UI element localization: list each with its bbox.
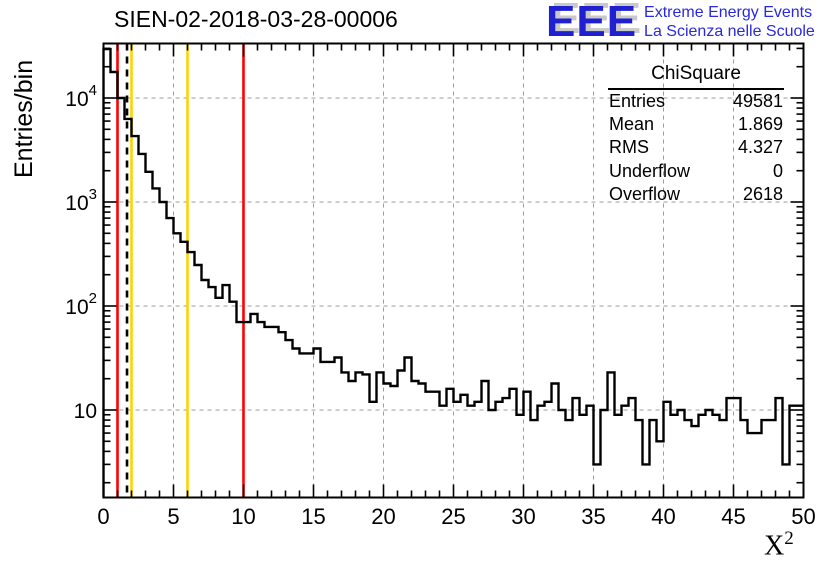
x-tick-label: 10 <box>231 504 255 529</box>
x-tick-label: 20 <box>371 504 395 529</box>
stats-row-label: Overflow <box>609 183 681 204</box>
x-tick-label: 50 <box>791 504 815 529</box>
logo-line-1: Extreme Energy Events <box>644 4 813 21</box>
stats-row: Entries 49581 <box>608 90 784 113</box>
stats-row-value: 0 <box>772 160 783 181</box>
x-tick-label: 0 <box>97 504 109 529</box>
eee-logo-text: Extreme Energy Events La Scienza nelle S… <box>644 3 815 41</box>
stats-row-label: Mean <box>609 114 655 135</box>
stats-box-rows: Entries 49581 Mean 1.869 RMS 4.327 Underflow 0 O… <box>608 90 784 206</box>
x-axis-title-base: X <box>764 530 785 562</box>
stats-row-value: 1.869 <box>737 114 783 135</box>
stats-box-title: ChiSquare <box>608 63 784 90</box>
stats-row: Underflow 0 <box>608 160 784 183</box>
stats-row-label: RMS <box>609 137 649 158</box>
eee-logo-letters: EEE <box>546 0 638 46</box>
x-tick-label: 40 <box>651 504 675 529</box>
stats-row: RMS 4.327 <box>608 136 784 159</box>
y-tick-label: 10 <box>74 400 97 423</box>
stats-row-label: Underflow <box>609 160 691 181</box>
histogram-line <box>102 47 804 498</box>
logo-line-2: La Scienza nelle Scuole <box>644 23 815 40</box>
x-tick-label: 15 <box>301 504 325 529</box>
y-tick-label: 103 <box>65 186 97 215</box>
stats-box: ChiSquare Entries 49581 Mean 1.869 RMS 4.327 U… <box>608 63 784 206</box>
x-tick-label: 45 <box>721 504 745 529</box>
x-axis-title: X2 <box>764 528 794 562</box>
stats-row-label: Entries <box>609 91 666 111</box>
cut-lines <box>116 43 245 498</box>
stats-row: Mean 1.869 <box>608 113 784 136</box>
eee-logo: EEE Extreme Energy Events La Scienza nel… <box>546 0 815 44</box>
x-tick-label: 5 <box>167 504 179 529</box>
x-tick-label: 30 <box>511 504 535 529</box>
stats-row-value: 2618 <box>742 183 783 204</box>
x-tick-label: 25 <box>441 504 465 529</box>
stats-row: Overflow 2618 <box>608 183 784 206</box>
x-tick-label: 35 <box>581 504 605 529</box>
x-axis-title-exponent: 2 <box>784 528 794 549</box>
plot-title: SIEN-02-2018-03-28-00006 <box>114 6 398 32</box>
stats-row-value: 4.327 <box>737 137 783 158</box>
stats-row-value: 49581 <box>732 91 783 111</box>
y-tick-label: 104 <box>65 82 97 111</box>
y-tick-label: 102 <box>65 290 97 319</box>
